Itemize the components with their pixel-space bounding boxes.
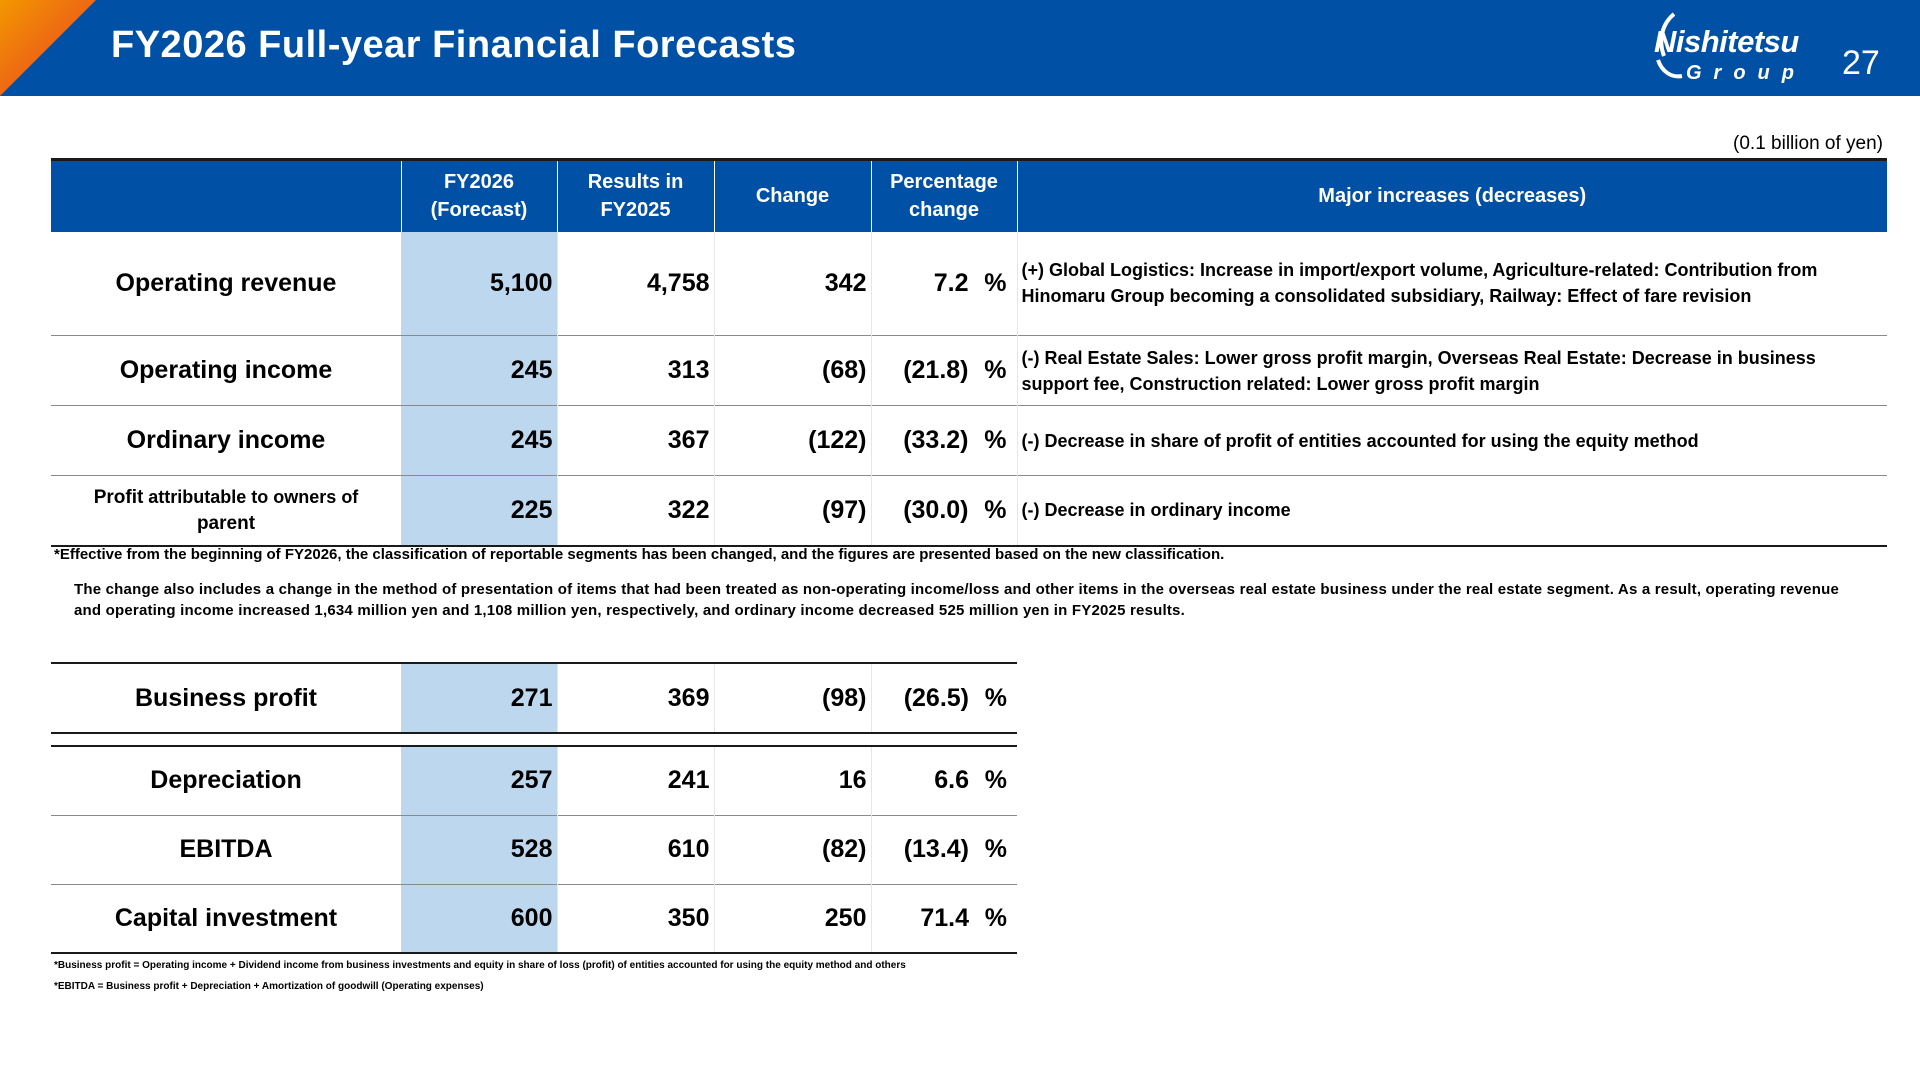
logo-wordmark: Nishitetsu [1654,24,1799,59]
forecast-value: 5,100 [401,231,557,336]
footnote-business-profit: *Business profit = Operating income + Di… [54,960,906,971]
header-major: Major increases (decreases) [1016,158,1887,232]
header-pct-change: Percentage change [870,158,1017,232]
pct-unit: % [984,268,1007,297]
pct-value: 7.2 [933,268,969,297]
company-logo: Nishitetsu Group [1652,10,1812,86]
page-title: FY2026 Full-year Financial Forecasts [111,24,797,66]
change-value: (68) [713,335,871,406]
change-value: 250 [713,884,871,953]
footnote-change-detail: The change also includes a change in the… [74,581,1839,619]
pct-cell: 7.2% [870,231,1017,336]
pct-unit: % [984,356,1007,384]
pct-unit: % [984,495,1007,524]
pct-cell: 71.4% [870,884,1017,953]
pct-cell: (21.8)% [870,335,1017,406]
forecast-value: 271 [401,663,557,733]
table-row: Business profit 271 369 (98) (26.5)% [51,663,1017,733]
pct-cell: (30.0)% [870,475,1017,546]
results-value: 369 [556,663,714,733]
pct-value: (13.4) [903,835,969,863]
change-value: (122) [713,405,871,476]
secondary-metrics-table: Business profit 271 369 (98) (26.5)% Dep… [51,662,1017,954]
pct-unit: % [984,903,1007,932]
change-value: (82) [713,815,871,884]
forecast-value: 528 [401,815,557,884]
major-note: (+) Global Logistics: Increase in import… [1016,231,1887,336]
change-value: (98) [713,663,871,733]
row-label: Ordinary income [126,426,326,454]
logo-subtext: Group [1686,62,1806,84]
row-label: Capital investment [114,903,338,932]
row-label: Depreciation [150,766,302,795]
results-value: 350 [556,884,714,953]
slide-header: FY2026 Full-year Financial Forecasts Nis… [0,0,1920,96]
pct-unit: % [984,766,1007,795]
table-row: Profit attributable to owners of parent 2… [51,475,1887,546]
results-value: 322 [556,475,714,546]
forecast-value: 245 [401,405,557,476]
row-label: Operating income [119,356,333,384]
pct-value: (33.2) [903,426,969,454]
change-value: 16 [713,746,871,815]
row-label-part: parent [196,512,256,534]
change-value: 342 [713,231,871,336]
pct-value: (26.5) [903,683,969,712]
results-value: 610 [556,815,714,884]
header-results: Results in FY2025 [556,158,714,232]
row-label-part: attributable to owners of [143,486,359,507]
header-change: Change [713,158,871,232]
page-number: 27 [1842,44,1880,82]
forecast-value: 600 [401,884,557,953]
row-label: Operating revenue [115,268,337,297]
major-note: (-) Decrease in ordinary income [1016,475,1887,546]
major-note: (-) Real Estate Sales: Lower gross profi… [1016,335,1887,406]
forecast-value: 245 [401,335,557,406]
footnote-ebitda: *EBITDA = Business profit + Depreciation… [54,981,484,992]
results-value: 313 [556,335,714,406]
major-note: (-) Decrease in share of profit of entit… [1016,405,1887,476]
pct-unit: % [984,426,1007,454]
change-value: (97) [713,475,871,546]
pct-unit: % [984,835,1007,863]
forecast-value: 225 [401,475,557,546]
table-row: Operating revenue 5,100 4,758 342 7.2% (… [51,231,1887,336]
results-value: 241 [556,746,714,815]
pct-value: (21.8) [903,356,969,384]
table-row: Operating income 245 313 (68) (21.8)% (-… [51,335,1887,406]
results-value: 4,758 [556,231,714,336]
pct-value: 71.4 [920,903,969,932]
pct-value: (30.0) [903,495,969,524]
table-header-row: FY2026 (Forecast) Results in FY2025 Chan… [51,158,1887,232]
forecast-value: 257 [401,746,557,815]
pct-cell: 6.6% [870,746,1017,815]
unit-note: (0.1 billion of yen) [1733,133,1883,154]
table-row: Ordinary income 245 367 (122) (33.2)% (-… [51,405,1887,476]
pct-value: 6.6 [934,766,969,795]
footnote-segment: *Effective from the beginning of FY2026,… [54,546,1225,563]
table-row: EBITDA 528 610 (82) (13.4)% [51,815,1017,884]
pct-cell: (33.2)% [870,405,1017,476]
row-spacer [51,733,1017,746]
header-forecast: FY2026 (Forecast) [400,158,557,232]
row-label: EBITDA [179,835,273,863]
pct-cell: (13.4)% [870,815,1017,884]
header-blank [51,158,401,232]
pct-unit: % [984,683,1007,712]
financial-forecast-table: FY2026 (Forecast) Results in FY2025 Chan… [51,158,1887,547]
table-row: Depreciation 257 241 16 6.6% [51,746,1017,815]
logo-swoosh-icon [1656,12,1683,79]
table-row: Capital investment 600 350 250 71.4% [51,884,1017,953]
row-label-part: Profit [93,486,144,508]
results-value: 367 [556,405,714,476]
pct-cell: (26.5)% [870,663,1017,733]
row-label: Profit attributable to owners of parent [51,476,401,546]
corner-accent-icon [0,0,96,96]
row-label: Business profit [135,683,317,712]
